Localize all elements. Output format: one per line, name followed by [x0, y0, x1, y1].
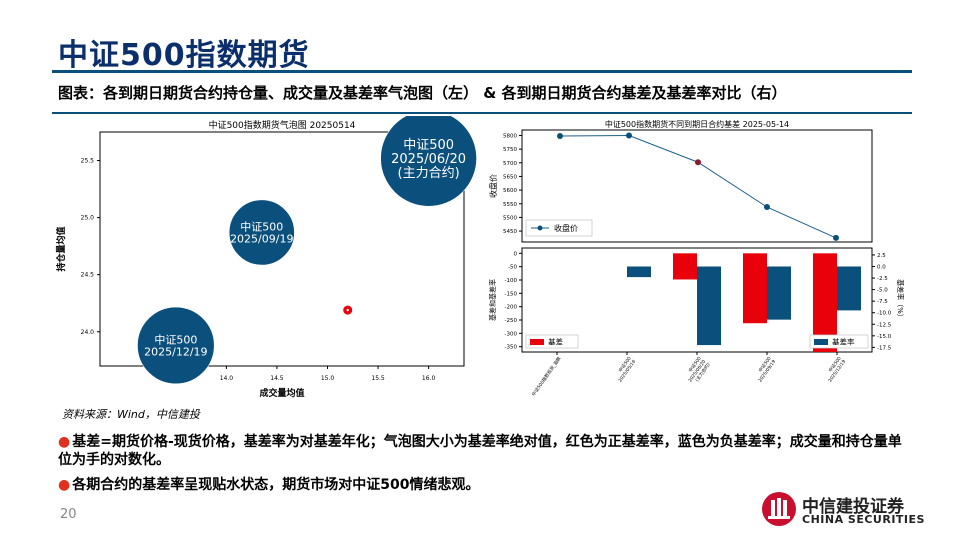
plot-frame: [99, 131, 465, 367]
x-tick-label-line: 中证500指数现货_指数: [530, 355, 563, 398]
bullet-dot-icon: ●: [58, 477, 71, 493]
bubble-label: 中证500: [403, 138, 454, 153]
y-left-tick-label: -250: [505, 318, 518, 324]
y-tick-label: 24.0: [81, 329, 95, 336]
y-tick-label: 5550: [503, 202, 517, 208]
x-tick-label: 15.0: [321, 375, 335, 382]
y-right-tick-label: -7.5: [877, 299, 888, 305]
y-right-tick-label: -15.0: [877, 334, 892, 340]
y-tick-label: 5650: [503, 174, 517, 180]
y-left-tick-label: -100: [505, 278, 518, 284]
y-right-tick-label: -10.0: [877, 311, 892, 317]
basis-bar: [673, 253, 697, 280]
y-tick-label: 5500: [503, 215, 517, 221]
x-tick-label: 14.0: [220, 375, 234, 382]
x-tick-label: 15.5: [371, 375, 385, 382]
y-right-tick-label: -17.5: [877, 345, 892, 351]
series-point: [626, 132, 632, 139]
y-right-tick-label: 2.5: [877, 253, 886, 259]
series-point: [833, 234, 839, 241]
series-point: [695, 159, 701, 166]
y-left-axis-label: 基差和基差率: [488, 279, 497, 321]
bubble-label: (主力合约): [398, 166, 460, 181]
bubble-label: 2025/06/20: [391, 152, 466, 167]
chart-caption: 图表：各到期日期货合约持仓量、成交量及基差率气泡图（左） & 各到期日期货合约基…: [58, 84, 787, 102]
bubble-label: 2025/09/19: [230, 232, 293, 245]
y-tick-label: 24.5: [81, 272, 95, 279]
y-left-tick-label: -150: [505, 291, 518, 297]
y-right-tick-label: -5.0: [877, 288, 888, 294]
x-tick-label: 16.0: [422, 375, 436, 382]
y-tick-label: 5750: [503, 147, 517, 153]
basis-rate-bar: [837, 266, 861, 311]
x-tick-label: 中证5002025/12/19: [822, 355, 847, 384]
x-tick-label: 14.5: [270, 375, 284, 382]
x-tick-label: 中证500指数现货_指数: [530, 355, 563, 398]
y-right-tick-label: 0.0: [877, 264, 886, 270]
bubble-label: 2025/12/19: [144, 345, 207, 358]
legend-marker: [537, 225, 543, 231]
series-line: [559, 134, 837, 239]
basis-bar: [743, 253, 767, 324]
series-point: [557, 133, 563, 140]
y-tick-label: 5800: [503, 133, 517, 139]
x-axis-label: 成交量均值: [259, 387, 304, 399]
note-2-text: 各期合约的基差率呈现贴水状态，期货市场对中证500情绪悲观。: [72, 477, 480, 493]
y-left-tick-label: -300: [505, 331, 518, 337]
bullet-note-2: ● 各期合约的基差率呈现贴水状态，期货市场对中证500情绪悲观。: [58, 476, 479, 494]
bubble-label: 中证500: [240, 220, 283, 233]
page-number: 20: [60, 507, 77, 522]
y-right-tick-label: -12.5: [877, 322, 892, 328]
y-axis-label: 收盘价: [488, 174, 498, 198]
x-tick-label: 中证5002025/05/16: [612, 355, 637, 384]
bubble-center: [346, 308, 349, 312]
company-logo-icon: [762, 492, 796, 526]
bullet-dot-icon: ●: [58, 434, 71, 450]
basis-rate-bar: [627, 266, 651, 278]
y-right-tick-label: -2.5: [877, 276, 888, 282]
company-name-cn: 中信建投证券: [802, 497, 904, 517]
plot-frame: [521, 129, 873, 243]
legend-label-basis: 基差: [548, 337, 563, 347]
bubble: [380, 116, 477, 207]
series-point: [764, 204, 770, 211]
bubble: [228, 199, 295, 266]
chart-title: 中证500指数期货不同到期日合约基差 2025-05-14: [605, 119, 789, 129]
y-right-axis-label: 基差率（%）: [896, 279, 904, 321]
legend-box: [525, 219, 593, 237]
chart-title: 中证500指数期货气泡图 20250514: [209, 119, 356, 131]
y-tick-label: 25.5: [81, 158, 95, 165]
company-name-en: CHINA SECURITIES: [802, 513, 925, 526]
y-left-tick-label: -350: [505, 345, 518, 351]
line-chart: 中证500指数期货不同到期日合约基差 2025-05-14 5450 5500 555…: [488, 119, 873, 243]
y-tick-label: 5600: [503, 188, 517, 194]
bullet-note-1: ● 基差=期货价格-现货价格，基差率为对基差年化；气泡图大小为基差率绝对值，红色为…: [58, 433, 908, 469]
legend-label-rate: 基差率: [832, 337, 855, 347]
caption-divider: [52, 112, 912, 114]
y-tick-label: 5700: [503, 161, 517, 167]
y-tick-label: 5450: [503, 229, 517, 235]
note-1-text: 基差=期货价格-现货价格，基差率为对基差年化；气泡图大小为基差率绝对值，红色为正…: [58, 434, 902, 468]
page-title: 中证500指数期货: [58, 38, 310, 73]
bubble-chart: 中证500指数期货气泡图 2025051413.514.014.515.015.…: [55, 116, 477, 399]
y-left-tick-label: 0: [514, 251, 518, 257]
y-axis-label: 持仓量均值: [55, 226, 67, 271]
x-tick-label: 中证5002025/06/20(主力合约): [682, 355, 712, 387]
legend-label: 收盘价: [554, 223, 578, 233]
y-tick-label: 25.0: [81, 215, 95, 222]
legend-swatch-basis: [530, 339, 544, 345]
bubble-label: 中证500: [154, 333, 197, 346]
y-left-tick-label: -200: [505, 305, 518, 311]
bubble: [137, 306, 215, 385]
basis-rate-bar: [767, 266, 791, 320]
y-left-tick-label: -50: [508, 265, 517, 271]
bar-chart: 0 -50 -100 -150 -200 -250 -300 -350 2.5 0.0 -2.5 -5…: [488, 247, 904, 398]
x-tick-label: 中证5002025/09/19: [752, 355, 777, 384]
legend-swatch-rate: [814, 339, 828, 345]
source-note: 资料来源：Wind，中信建投: [62, 408, 200, 421]
title-divider: [52, 70, 912, 73]
basis-rate-bar: [697, 266, 721, 346]
